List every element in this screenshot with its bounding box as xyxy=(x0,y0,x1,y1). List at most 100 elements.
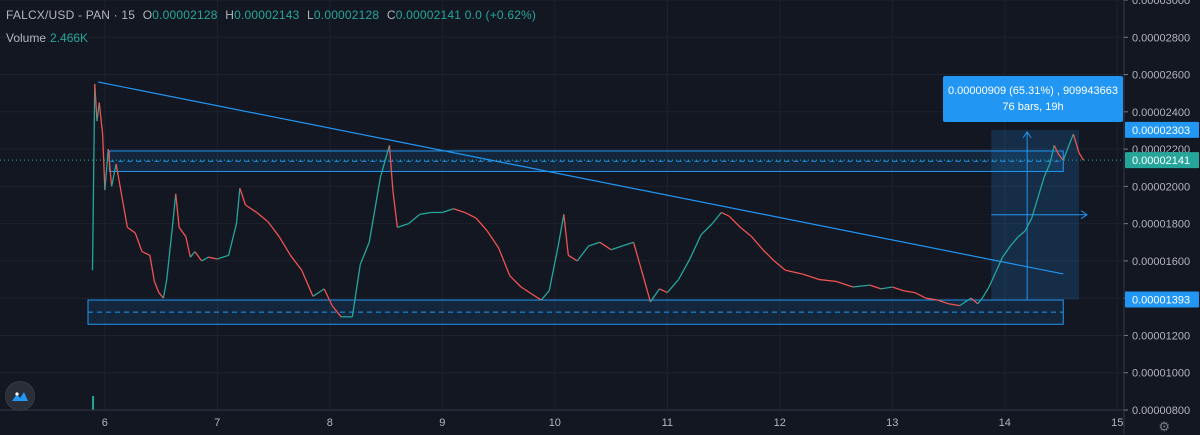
close-label: C xyxy=(386,8,396,22)
price-segment xyxy=(819,278,837,283)
price-segment xyxy=(1043,163,1051,178)
price-badge xyxy=(1125,291,1199,308)
price-segment xyxy=(235,188,241,224)
price-segment xyxy=(773,260,786,271)
price-segment xyxy=(158,292,164,299)
price-segment xyxy=(599,241,612,251)
y-tick-label: 0.00001600 xyxy=(1132,256,1190,268)
price-segment xyxy=(104,149,109,191)
trendline xyxy=(98,81,1064,275)
price-segment xyxy=(557,214,565,247)
price-segment xyxy=(115,163,123,196)
price-segment xyxy=(903,290,915,294)
x-tick-label: 15 xyxy=(1111,417,1123,429)
price-segment xyxy=(134,232,143,252)
trendline-segment xyxy=(98,81,1064,275)
low-value: 0.00002128 xyxy=(313,8,380,22)
price-segment xyxy=(486,230,500,249)
price-segment xyxy=(869,284,882,290)
price-segment xyxy=(289,254,303,271)
volume-value: 2.466K xyxy=(50,31,89,45)
price-segment xyxy=(970,297,979,305)
price-segment xyxy=(397,223,409,228)
price-series xyxy=(0,83,1124,410)
price-segment xyxy=(464,211,477,219)
price-segment xyxy=(563,214,569,256)
tradingview-logo-icon[interactable] xyxy=(5,381,35,411)
measure-tool xyxy=(991,129,1088,300)
y-tick-label: 0.00001000 xyxy=(1132,368,1190,380)
gear-icon[interactable]: ⚙ xyxy=(1158,419,1170,434)
price-segment xyxy=(121,195,129,228)
price-segment xyxy=(959,297,972,307)
y-tick-label: 0.00002800 xyxy=(1132,32,1190,44)
price-segment xyxy=(162,279,168,299)
price-axis[interactable]: 0.00003000 0.00002800 0.00002600 0.00002400… xyxy=(1123,0,1200,434)
price-segment xyxy=(208,256,218,260)
price-segment xyxy=(835,280,854,288)
price-segment xyxy=(610,245,623,251)
price-segment xyxy=(331,305,342,318)
change-value: 0.0 (+0.62%) xyxy=(464,8,537,22)
time-axis[interactable]: 6 7 8 9 10 11 12 13 14 15 xyxy=(0,409,1124,429)
price-segment xyxy=(312,288,325,297)
price-segment xyxy=(323,288,333,306)
price-segment xyxy=(1058,154,1064,161)
price-segment xyxy=(622,241,634,247)
price-segment xyxy=(497,247,511,277)
price-segment xyxy=(98,102,104,135)
price-segment xyxy=(649,288,660,303)
price-segment xyxy=(880,286,893,290)
price-segment xyxy=(1024,217,1033,232)
price-segment xyxy=(107,149,113,187)
price-segment xyxy=(379,145,391,178)
price-segment xyxy=(700,223,713,236)
x-tick-label: 14 xyxy=(999,417,1011,429)
price-segment xyxy=(1062,145,1070,161)
price-segment xyxy=(948,303,960,307)
price-segment xyxy=(531,293,542,301)
symbol-label[interactable]: FALCX/USD - PAN · 15 xyxy=(6,8,136,22)
price-segment xyxy=(548,245,559,291)
y-tick-label: 0.00002400 xyxy=(1132,107,1190,119)
price-segment xyxy=(408,213,421,225)
price-segment xyxy=(189,251,196,258)
y-tick-label: 0.00001200 xyxy=(1132,330,1190,342)
chart-legend: FALCX/USD - PAN · 15 O0.00002128 H0.0000… xyxy=(6,8,536,22)
price-segment xyxy=(937,299,949,305)
price-segment xyxy=(359,242,370,265)
y-tick-label: 0.00003000 xyxy=(1132,0,1190,7)
price-segment xyxy=(1031,195,1040,219)
price-segment xyxy=(509,275,522,288)
price-segment xyxy=(153,281,160,293)
price-segment xyxy=(141,251,151,256)
price-segment xyxy=(392,190,398,228)
price-badge xyxy=(1125,152,1199,169)
price-segment xyxy=(977,297,983,305)
y-tick-label: 0.00000800 xyxy=(1132,405,1190,417)
x-tick-label: 9 xyxy=(439,417,445,429)
price-segment xyxy=(201,256,209,262)
price-segment xyxy=(442,208,454,214)
price-segment xyxy=(166,227,174,280)
price-segment xyxy=(94,83,98,122)
close-value: 0.00002141 xyxy=(395,8,462,22)
price-segment xyxy=(762,249,775,262)
price-segment xyxy=(740,226,753,238)
price-segment xyxy=(1053,145,1060,155)
y-tick-label: 0.00001800 xyxy=(1132,219,1190,231)
price-segment xyxy=(925,297,938,301)
measure-tooltip: 0.00000909 (65.31%) , 909943663 76 bars,… xyxy=(943,76,1123,122)
price-segment xyxy=(256,211,269,223)
price-segment xyxy=(785,269,803,275)
price-segment xyxy=(96,102,100,122)
measure-price-change: 0.00000909 (65.31%) , 909943663 xyxy=(947,85,1119,97)
price-badge xyxy=(1125,121,1199,138)
price-segment xyxy=(453,208,466,214)
price-segment xyxy=(520,286,533,295)
price-badge-label: 0.00002141 xyxy=(1132,155,1190,167)
price-segment xyxy=(178,226,187,238)
volume-label[interactable]: Volume xyxy=(6,31,47,45)
x-tick-label: 6 xyxy=(102,417,108,429)
